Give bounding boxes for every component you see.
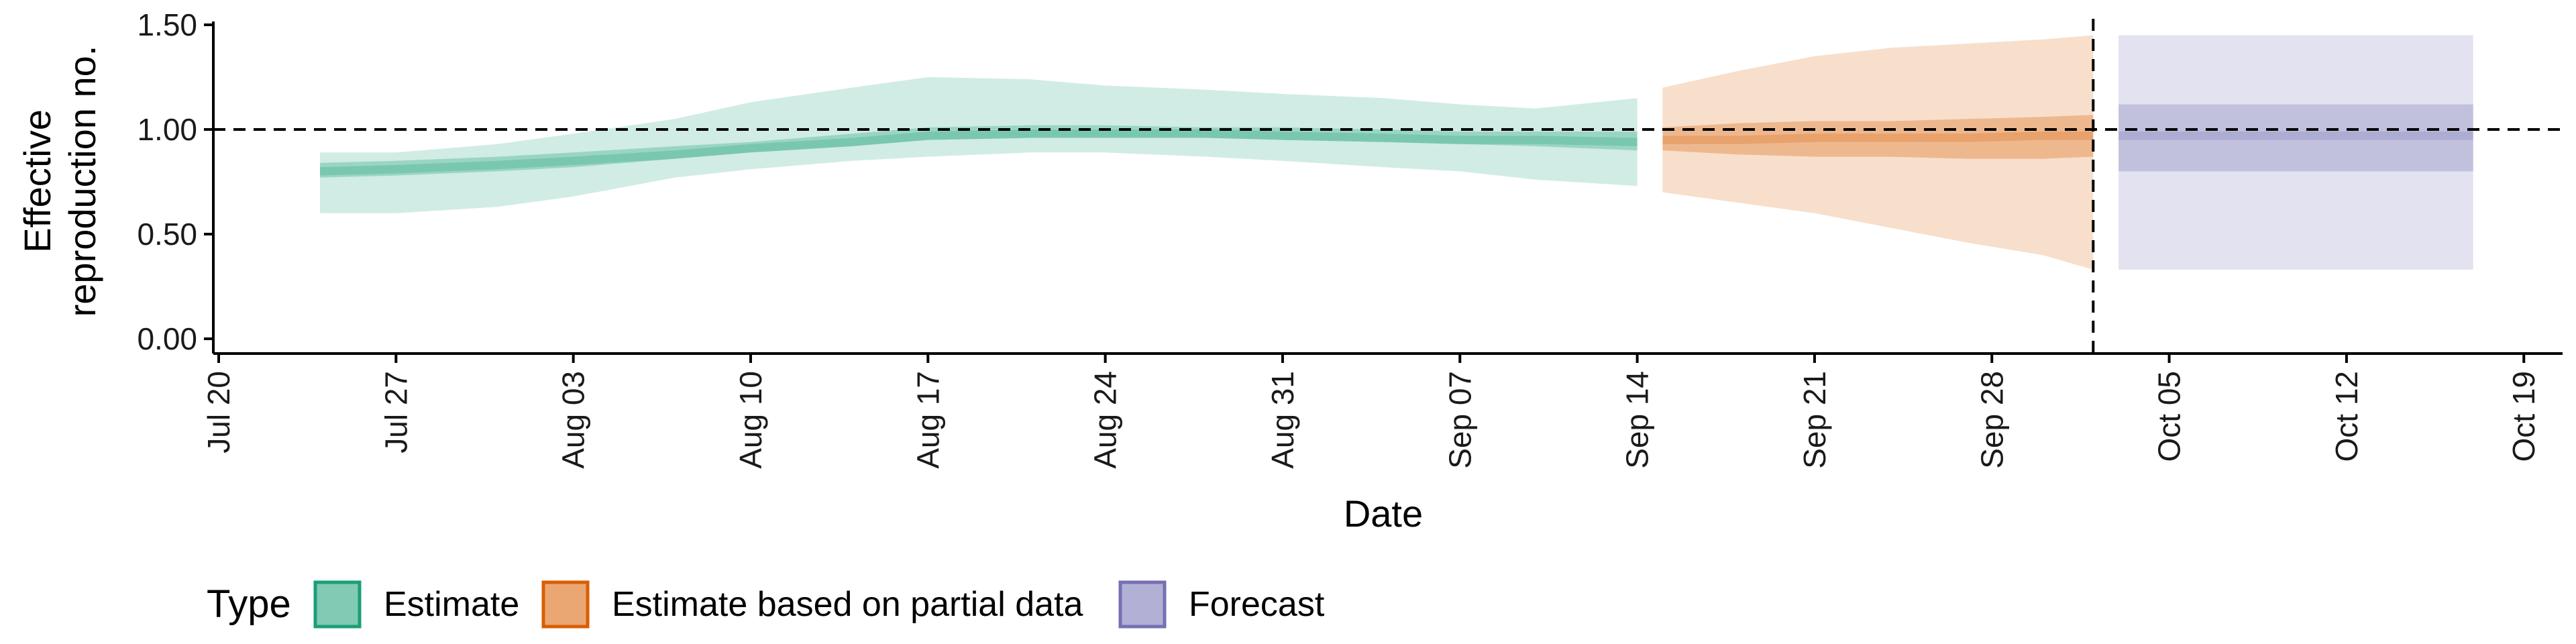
x-tick-label: Sep 07 [1442, 371, 1477, 469]
legend-label: Forecast [1189, 585, 1325, 624]
x-tick-label: Aug 17 [910, 371, 945, 469]
x-tick-label: Sep 28 [1974, 371, 2009, 469]
forecast-50-interval-band [2118, 104, 2473, 172]
x-tick-label: Aug 03 [556, 371, 591, 469]
axes [212, 21, 2563, 355]
estimate-90-interval-band [320, 77, 1638, 213]
y-tick-label: 1.00 [137, 112, 197, 147]
y-tick-label: 1.50 [137, 7, 197, 42]
estimate-median-band [320, 129, 1638, 176]
estimate-based-on-partial-data-50-interval-band [1662, 115, 2094, 159]
y-axis-title-line-1: Effective [16, 109, 58, 253]
forecast-90-interval-band [2118, 35, 2473, 270]
x-tick-label: Sep 21 [1797, 371, 1832, 469]
x-tick-label: Aug 31 [1265, 371, 1300, 469]
y-tick-label: 0.50 [137, 217, 197, 252]
legend-swatch [313, 580, 362, 629]
x-tick-label: Oct 12 [2329, 371, 2364, 462]
legend-title: Type [207, 582, 291, 626]
legend-label: Estimate based on partial data [612, 585, 1083, 624]
reference-lines [213, 19, 2563, 354]
x-tick-label: Aug 10 [733, 371, 768, 469]
x-axis-title: Date [1344, 492, 1423, 535]
y-axis-ticks: 0.00 0.50 1.00 1.50 [137, 7, 213, 356]
y-axis-title-line-2: reproduction no. [61, 46, 103, 317]
x-tick-label: Jul 20 [201, 371, 236, 453]
estimate-50-interval-band [320, 125, 1638, 178]
x-tick-label: Oct 05 [2152, 371, 2187, 462]
legend-swatch [1118, 580, 1167, 629]
x-axis-ticks: Jul 20 Jul 27 Aug 03 Aug 10 Aug 17 Aug 24 Aug … [201, 354, 2541, 469]
y-tick-label: 0.00 [137, 321, 197, 356]
legend-swatch [541, 580, 590, 629]
x-tick-label: Oct 19 [2506, 371, 2541, 462]
estimate-based-on-partial-data-median-band [1662, 131, 2094, 144]
x-tick-label: Aug 24 [1088, 371, 1123, 469]
x-tick-label: Sep 14 [1620, 371, 1655, 469]
forecast-median-band [2118, 131, 2473, 140]
interval-bands [320, 35, 2473, 270]
legend-label: Estimate [384, 585, 519, 624]
x-tick-label: Jul 27 [378, 371, 413, 453]
legend: Type Estimate Estimate based on partial d… [207, 580, 1325, 629]
estimate-based-on-partial-data-90-interval-band [1662, 35, 2094, 270]
